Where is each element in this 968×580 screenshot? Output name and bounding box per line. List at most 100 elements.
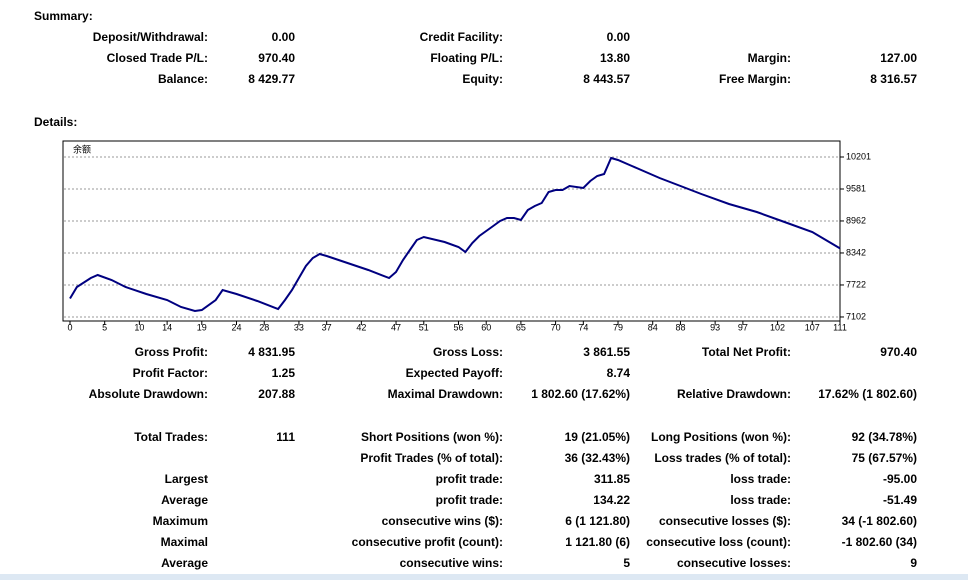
field-value: 1 802.60 (17.62%) [531, 387, 630, 401]
field-value: 3 861.55 [583, 345, 630, 359]
x-tick-label: 42 [356, 322, 366, 332]
x-tick-label: 65 [516, 322, 526, 332]
x-tick-label: 70 [551, 322, 561, 332]
x-tick-label: 111 [833, 322, 847, 332]
y-tick-label: 8962 [846, 215, 866, 225]
x-tick-label: 37 [322, 322, 332, 332]
field-value: 1.25 [272, 366, 296, 380]
field-value: 0.00 [272, 30, 296, 44]
field-value: 0.00 [607, 30, 631, 44]
field-label: consecutive loss (count): [646, 535, 791, 549]
field-label: Total Trades: [134, 430, 208, 444]
field-label: Gross Profit: [135, 345, 208, 359]
balance-line [69, 156, 841, 313]
chart-frame [62, 140, 841, 322]
y-tick-label: 8342 [846, 247, 866, 257]
field-value: 970.40 [258, 51, 295, 65]
x-tick-label: 28 [259, 322, 269, 332]
field-label: Credit Facility: [420, 30, 503, 44]
x-tick-label: 102 [770, 322, 785, 332]
x-tick-label: 47 [391, 322, 401, 332]
field-label: Profit Factor: [133, 366, 208, 380]
field-label: Average [161, 493, 208, 507]
x-tick-label: 107 [805, 322, 820, 332]
field-value: -1 802.60 (34) [842, 535, 917, 549]
field-value: 311.85 [594, 472, 630, 486]
field-value: 6 (1 121.80) [565, 514, 630, 528]
field-value: 92 (34.78%) [852, 430, 917, 444]
field-label: Expected Payoff: [406, 366, 503, 380]
field-label: consecutive losses: [677, 556, 791, 570]
field-label: loss trade: [730, 472, 791, 486]
field-value: 13.80 [600, 51, 630, 65]
field-value: 4 831.95 [248, 345, 295, 359]
field-label: Absolute Drawdown: [89, 387, 208, 401]
x-tick-label: 56 [453, 322, 463, 332]
field-value: 111 [276, 430, 295, 444]
chart-label: 余额 [73, 143, 91, 154]
field-label: loss trade: [730, 493, 791, 507]
field-label: Gross Loss: [433, 345, 503, 359]
field-label: Free Margin: [719, 72, 791, 86]
field-value: 970.40 [880, 345, 917, 359]
details-title: Details: [34, 115, 77, 129]
field-label: Maximal [161, 535, 208, 549]
field-label: Balance: [158, 72, 208, 86]
field-label: Largest [165, 472, 208, 486]
field-value: 75 (67.57%) [852, 451, 917, 465]
field-label: Closed Trade P/L: [107, 51, 208, 65]
summary-title: Summary: [34, 9, 93, 23]
x-tick-label: 51 [419, 322, 429, 332]
field-value: 1 121.80 (6) [565, 535, 630, 549]
field-value: 34 (-1 802.60) [842, 514, 917, 528]
x-tick-label: 33 [294, 322, 304, 332]
field-value: 19 (21.05%) [565, 430, 630, 444]
field-value: 134.22 [593, 493, 630, 507]
field-label: Maximum [153, 514, 208, 528]
x-tick-label: 60 [481, 322, 491, 332]
field-label: Equity: [462, 72, 503, 86]
field-value: 8 316.57 [870, 72, 917, 86]
field-label: consecutive profit (count): [352, 535, 503, 549]
field-value: 8.74 [607, 366, 631, 380]
field-label: Margin: [748, 51, 791, 65]
field-value: 8 443.57 [583, 72, 630, 86]
field-value: -51.49 [883, 493, 917, 507]
x-tick-label: 79 [613, 322, 623, 332]
field-value: 8 429.77 [248, 72, 295, 86]
x-tick-label: 19 [197, 322, 207, 332]
x-tick-label: 10 [134, 322, 144, 332]
y-tick-label: 7722 [846, 279, 866, 289]
field-value: -95.00 [883, 472, 917, 486]
y-tick-label: 7102 [846, 311, 866, 321]
x-tick-label: 0 [67, 322, 72, 332]
x-tick-label: 97 [738, 322, 748, 332]
field-label: profit trade: [436, 493, 503, 507]
field-label: Deposit/Withdrawal: [93, 30, 208, 44]
field-label: Total Net Profit: [702, 345, 791, 359]
field-label: Short Positions (won %): [361, 430, 503, 444]
y-tick-label: 9581 [846, 183, 866, 193]
x-tick-label: 5 [102, 322, 107, 332]
x-tick-label: 93 [710, 322, 720, 332]
field-label: Maximal Drawdown: [388, 387, 503, 401]
field-label: profit trade: [436, 472, 503, 486]
field-label: Profit Trades (% of total): [360, 451, 503, 465]
x-tick-label: 84 [648, 322, 658, 332]
field-label: Relative Drawdown: [677, 387, 791, 401]
field-label: Floating P/L: [430, 51, 503, 65]
field-label: Average [161, 556, 208, 570]
field-label: Long Positions (won %): [651, 430, 791, 444]
x-tick-label: 14 [162, 322, 172, 332]
field-label: consecutive losses ($): [659, 514, 791, 528]
field-label: Loss trades (% of total): [654, 451, 791, 465]
y-tick-label: 10201 [846, 151, 871, 161]
x-tick-label: 74 [578, 322, 588, 332]
field-value: 17.62% (1 802.60) [818, 387, 917, 401]
field-value: 36 (32.43%) [565, 451, 630, 465]
field-value: 9 [910, 556, 917, 570]
field-label: consecutive wins ($): [382, 514, 503, 528]
bottom-band [0, 574, 968, 580]
